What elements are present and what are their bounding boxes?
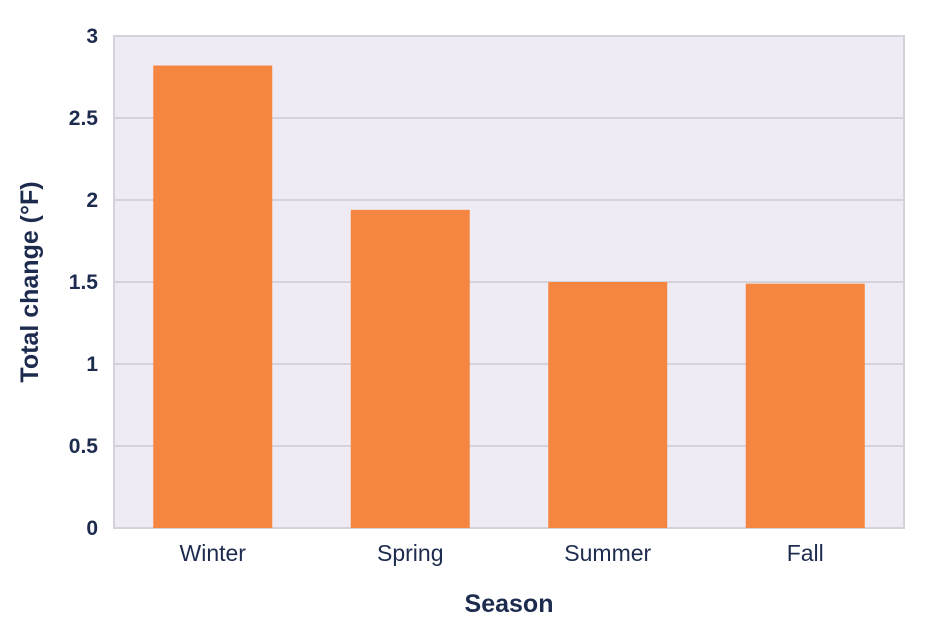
x-tick-label: Spring <box>377 540 443 566</box>
y-tick-label: 2 <box>86 189 98 212</box>
y-tick-label: 0.5 <box>69 435 99 458</box>
x-tick-label: Fall <box>787 540 824 566</box>
bars <box>153 65 865 529</box>
bar-summer <box>548 282 668 528</box>
y-tick-label: 3 <box>86 25 98 48</box>
y-tick-labels: 0 0.5 1 1.5 2 2.5 3 <box>69 25 99 540</box>
y-tick-label: 1.5 <box>69 271 99 294</box>
x-tick-label: Summer <box>564 540 651 566</box>
x-tick-labels: Winter Spring Summer Fall <box>180 540 824 566</box>
bar-spring <box>350 209 470 528</box>
y-tick-label: 1 <box>86 353 98 376</box>
y-tick-label: 2.5 <box>69 107 99 130</box>
bar-fall <box>745 283 865 528</box>
x-axis-title: Season <box>465 590 554 618</box>
x-tick-label: Winter <box>180 540 247 566</box>
bar-winter <box>153 65 273 529</box>
y-tick-label: 0 <box>86 517 98 540</box>
y-axis-title: Total change (°F) <box>16 181 44 382</box>
